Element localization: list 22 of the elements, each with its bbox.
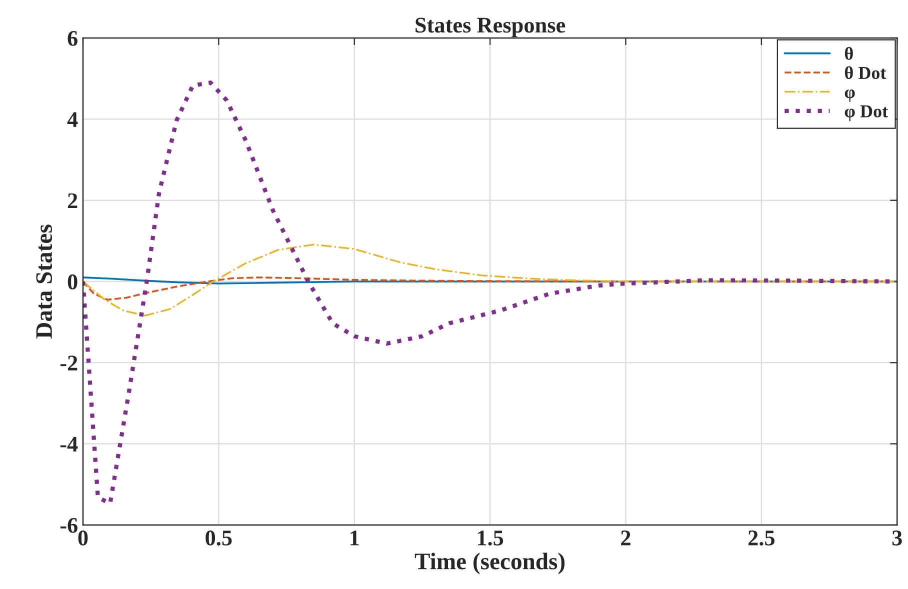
x-tick-label: 0 <box>78 530 88 546</box>
y-tick-label: -4 <box>60 436 78 452</box>
chart-title: States Response <box>416 18 566 38</box>
y-tick-label: 2 <box>68 193 78 208</box>
y-tick-label: -2 <box>60 356 78 370</box>
x-axis-title: Time (seconds) <box>414 552 565 574</box>
line-series <box>82 276 898 301</box>
y-axis-title: Data States <box>36 224 52 338</box>
y-tick-label: 4 <box>67 112 78 127</box>
y-tick-label: -6 <box>60 518 78 533</box>
legend-label: φ Dot <box>844 105 888 122</box>
legend-label: θ <box>844 47 853 60</box>
legend-label: φ <box>844 90 855 102</box>
x-tick-label: 2 <box>621 530 630 546</box>
y-tick-label: 0 <box>68 274 78 290</box>
x-tick-label: 2.5 <box>748 530 774 546</box>
x-tick-label: 3 <box>892 530 902 546</box>
x-tick-label: 1 <box>350 530 359 546</box>
x-tick-label: 0.5 <box>206 530 232 546</box>
legend-label: θ Dot <box>844 66 886 80</box>
y-tick-label: 6 <box>68 30 78 46</box>
x-tick-label: 1.5 <box>478 530 504 546</box>
